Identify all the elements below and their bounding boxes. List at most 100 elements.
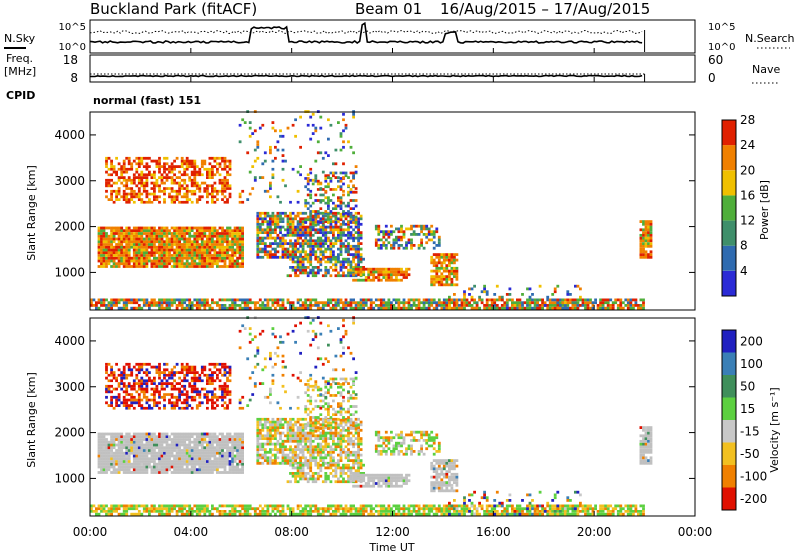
power-cell (387, 301, 391, 305)
power-cell (142, 173, 146, 177)
power-cell (349, 217, 353, 221)
power-cell (122, 306, 126, 310)
power-cell (269, 236, 272, 240)
power-cell (526, 304, 529, 307)
velocity-cell (130, 384, 134, 388)
velocity-cell (127, 384, 131, 388)
velocity-cell (274, 420, 277, 424)
velocity-cell (180, 432, 184, 436)
power-cell (274, 231, 277, 234)
power-cell (647, 233, 650, 237)
velocity-cell (100, 451, 103, 455)
power-cell (221, 234, 224, 238)
velocity-cell (203, 440, 207, 444)
power-cell (299, 220, 302, 223)
power-cell (314, 223, 318, 227)
velocity-cell (281, 445, 285, 449)
power-cell (193, 184, 197, 188)
power-cell (301, 255, 305, 259)
velocity-cell (289, 456, 292, 460)
power-cell (198, 265, 202, 268)
power-cell (248, 121, 252, 124)
power-cell (324, 301, 328, 305)
velocity-cell (185, 401, 189, 405)
power-cell (586, 301, 590, 305)
power-cell (163, 189, 166, 193)
power-cell (352, 257, 355, 261)
power-cell (281, 244, 285, 248)
power-cell (200, 259, 204, 263)
power-cell (135, 167, 139, 171)
power-cell (231, 262, 234, 266)
power-cell (306, 274, 310, 278)
power-cell (321, 199, 325, 202)
power-cell (190, 240, 194, 244)
power-cell (329, 242, 333, 245)
power-cell (294, 214, 297, 218)
velocity-cell (218, 457, 222, 461)
velocity-cell (206, 471, 209, 474)
power-cell (644, 255, 648, 259)
power-cell (110, 232, 113, 235)
power-cell (347, 184, 350, 188)
velocity-cell (193, 446, 197, 450)
power-cell (435, 244, 439, 247)
velocity-cell (110, 454, 113, 458)
power-cell (263, 242, 267, 245)
power-cell (170, 170, 174, 174)
power-cell (163, 187, 166, 190)
power-cell (342, 233, 345, 237)
velocity-cell (150, 387, 154, 391)
power-cell (410, 224, 413, 228)
velocity-cell (132, 449, 136, 452)
velocity-cell (299, 448, 302, 451)
velocity-cell (140, 390, 144, 394)
power-cell (132, 229, 136, 232)
power-cell (148, 245, 151, 249)
power-cell (503, 306, 507, 310)
power-cell (208, 304, 212, 307)
power-cell (329, 266, 333, 269)
power-cell (208, 262, 212, 266)
power-cell (347, 268, 350, 272)
velocity-cell (120, 376, 124, 380)
power-cell (321, 250, 325, 254)
power-cell (458, 304, 461, 307)
power-cell (306, 266, 310, 269)
velocity-cell (188, 384, 192, 388)
power-cell (200, 251, 204, 255)
velocity-cell (269, 431, 272, 435)
power-cell (163, 181, 166, 185)
power-cell (125, 184, 129, 188)
power-cell (329, 171, 333, 175)
power-cell (437, 280, 441, 284)
power-cell (223, 251, 227, 255)
power-cell (274, 247, 277, 251)
power-cell (140, 178, 144, 182)
velocity-cell (105, 440, 108, 444)
velocity-cell (190, 432, 194, 436)
power-cell (390, 246, 393, 250)
power-cell (455, 283, 459, 287)
power-cell (193, 298, 197, 302)
velocity-cell (226, 471, 229, 474)
power-cell (291, 257, 295, 261)
power-cell (107, 245, 111, 249)
velocity-cell (120, 387, 124, 391)
power-cell (440, 283, 444, 287)
power-cell (122, 232, 126, 235)
power-cell (206, 229, 209, 232)
velocity-cell (284, 417, 287, 421)
power-cell (206, 243, 209, 246)
power-cell (294, 231, 297, 234)
velocity-cell (301, 437, 305, 440)
power-cell (430, 258, 434, 262)
power-cell (624, 298, 628, 302)
power-cell (281, 239, 285, 243)
velocity-cell (117, 454, 121, 458)
power-cell (463, 298, 466, 302)
power-cell (596, 306, 600, 310)
velocity-cell (193, 443, 197, 447)
velocity-cell (203, 465, 207, 469)
power-cell (140, 170, 144, 174)
